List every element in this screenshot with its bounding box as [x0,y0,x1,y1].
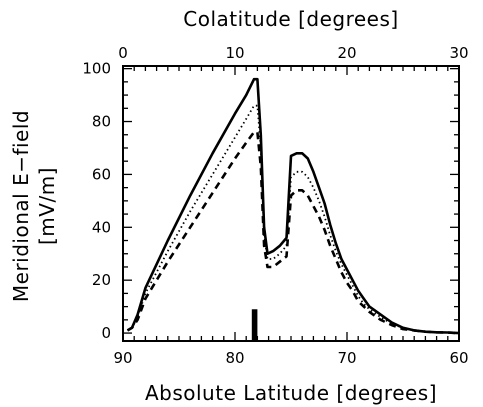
series-layer [126,77,460,335]
y-axis-title-line1: Meridional E−field [9,110,33,302]
x-bottom-tick-label: 60 [449,349,468,367]
y-tick-label: 0 [101,324,111,342]
x-top-tick-label: 30 [449,44,468,62]
series-line-solid [126,77,460,335]
bottom-axis-title: Absolute Latitude [degrees] [145,381,437,405]
marker-layer [251,309,258,341]
y-tick-label: 80 [92,113,111,131]
y-tick-label: 40 [92,218,111,236]
y-tick-label: 20 [92,271,111,289]
x-top-tick-label: 10 [225,44,244,62]
series-line-dotted [127,104,460,334]
x-top-tick-label: 0 [118,44,128,62]
series-line-dashed [126,130,460,335]
marker-bar [251,309,258,341]
y-tick-label: 60 [92,165,111,183]
x-top-tick-label: 20 [337,44,356,62]
top-axis-title: Colatitude [degrees] [183,7,398,31]
x-bottom-tick-label: 70 [337,349,356,367]
tick-marks [122,66,460,341]
y-axis-title-line2: [mV/m] [35,167,59,245]
x-bottom-tick-label: 90 [113,349,132,367]
x-bottom-tick-label: 80 [225,349,244,367]
y-tick-label: 100 [82,60,111,78]
tick-labels: 90 80 70 60 0 10 20 30 0 20 40 60 80 100 [82,44,468,367]
